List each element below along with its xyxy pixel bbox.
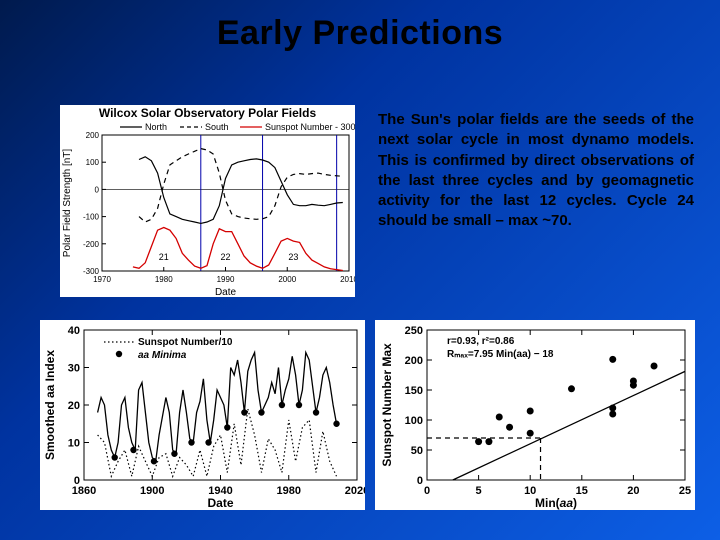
- svg-text:1970: 1970: [93, 275, 111, 284]
- svg-text:50: 50: [411, 445, 423, 457]
- svg-text:22: 22: [220, 252, 230, 262]
- svg-text:25: 25: [679, 485, 691, 497]
- svg-text:Min(aa): Min(aa): [535, 496, 577, 510]
- svg-text:Date: Date: [215, 287, 237, 297]
- svg-text:1900: 1900: [140, 485, 164, 497]
- svg-text:South: South: [205, 122, 229, 132]
- svg-text:250: 250: [405, 325, 423, 337]
- svg-text:100: 100: [405, 415, 423, 427]
- svg-text:-100: -100: [83, 213, 100, 222]
- svg-text:1980: 1980: [277, 485, 301, 497]
- svg-text:Sunspot Number/10: Sunspot Number/10: [138, 337, 233, 348]
- svg-text:150: 150: [405, 385, 423, 397]
- svg-text:r=0.93, r²=0.86: r=0.93, r²=0.86: [447, 336, 515, 347]
- svg-text:100: 100: [86, 158, 100, 167]
- svg-text:-200: -200: [83, 240, 100, 249]
- svg-text:2000: 2000: [278, 275, 296, 284]
- svg-text:21: 21: [159, 252, 169, 262]
- svg-text:40: 40: [68, 325, 80, 337]
- svg-text:20: 20: [627, 485, 639, 497]
- svg-text:Polar Field Strength [nT]: Polar Field Strength [nT]: [62, 149, 73, 258]
- chart-wilcox: Wilcox Solar Observatory Polar Fields Nor…: [60, 105, 355, 297]
- svg-text:1980: 1980: [155, 275, 173, 284]
- svg-text:Date: Date: [207, 496, 233, 510]
- svg-text:1860: 1860: [72, 485, 96, 497]
- svg-text:10: 10: [68, 438, 80, 450]
- description-text: The Sun's polar fields are the seeds of …: [378, 110, 694, 232]
- svg-text:Smoothed aa Index: Smoothed aa Index: [43, 350, 57, 460]
- svg-text:0: 0: [424, 485, 430, 497]
- svg-text:North: North: [145, 122, 167, 132]
- svg-text:30: 30: [68, 363, 80, 375]
- svg-text:15: 15: [576, 485, 588, 497]
- chart-scatter: 0501001502002500510152025r=0.93, r²=0.86…: [375, 320, 695, 510]
- svg-text:0: 0: [95, 185, 100, 194]
- svg-text:Sunspot Number Max: Sunspot Number Max: [380, 343, 394, 467]
- svg-text:2020: 2020: [345, 485, 365, 497]
- page-title: Early Predictions: [0, 0, 720, 53]
- svg-text:200: 200: [86, 131, 100, 140]
- svg-text:aa Minima: aa Minima: [138, 350, 187, 361]
- svg-text:2010: 2010: [340, 275, 355, 284]
- svg-text:Rₘₐₓ=7.95 Min(aa) − 18: Rₘₐₓ=7.95 Min(aa) − 18: [447, 349, 554, 360]
- svg-text:1990: 1990: [217, 275, 235, 284]
- svg-text:20: 20: [68, 400, 80, 412]
- svg-text:0: 0: [417, 475, 423, 487]
- chart-aa-index: 01020304018601900194019802020Sunspot Num…: [40, 320, 365, 510]
- svg-text:Sunspot Number - 300: Sunspot Number - 300: [265, 122, 355, 132]
- svg-text:Wilcox Solar Observatory Polar: Wilcox Solar Observatory Polar Fields: [99, 106, 317, 120]
- svg-text:200: 200: [405, 355, 423, 367]
- svg-text:23: 23: [288, 252, 298, 262]
- svg-text:5: 5: [476, 485, 482, 497]
